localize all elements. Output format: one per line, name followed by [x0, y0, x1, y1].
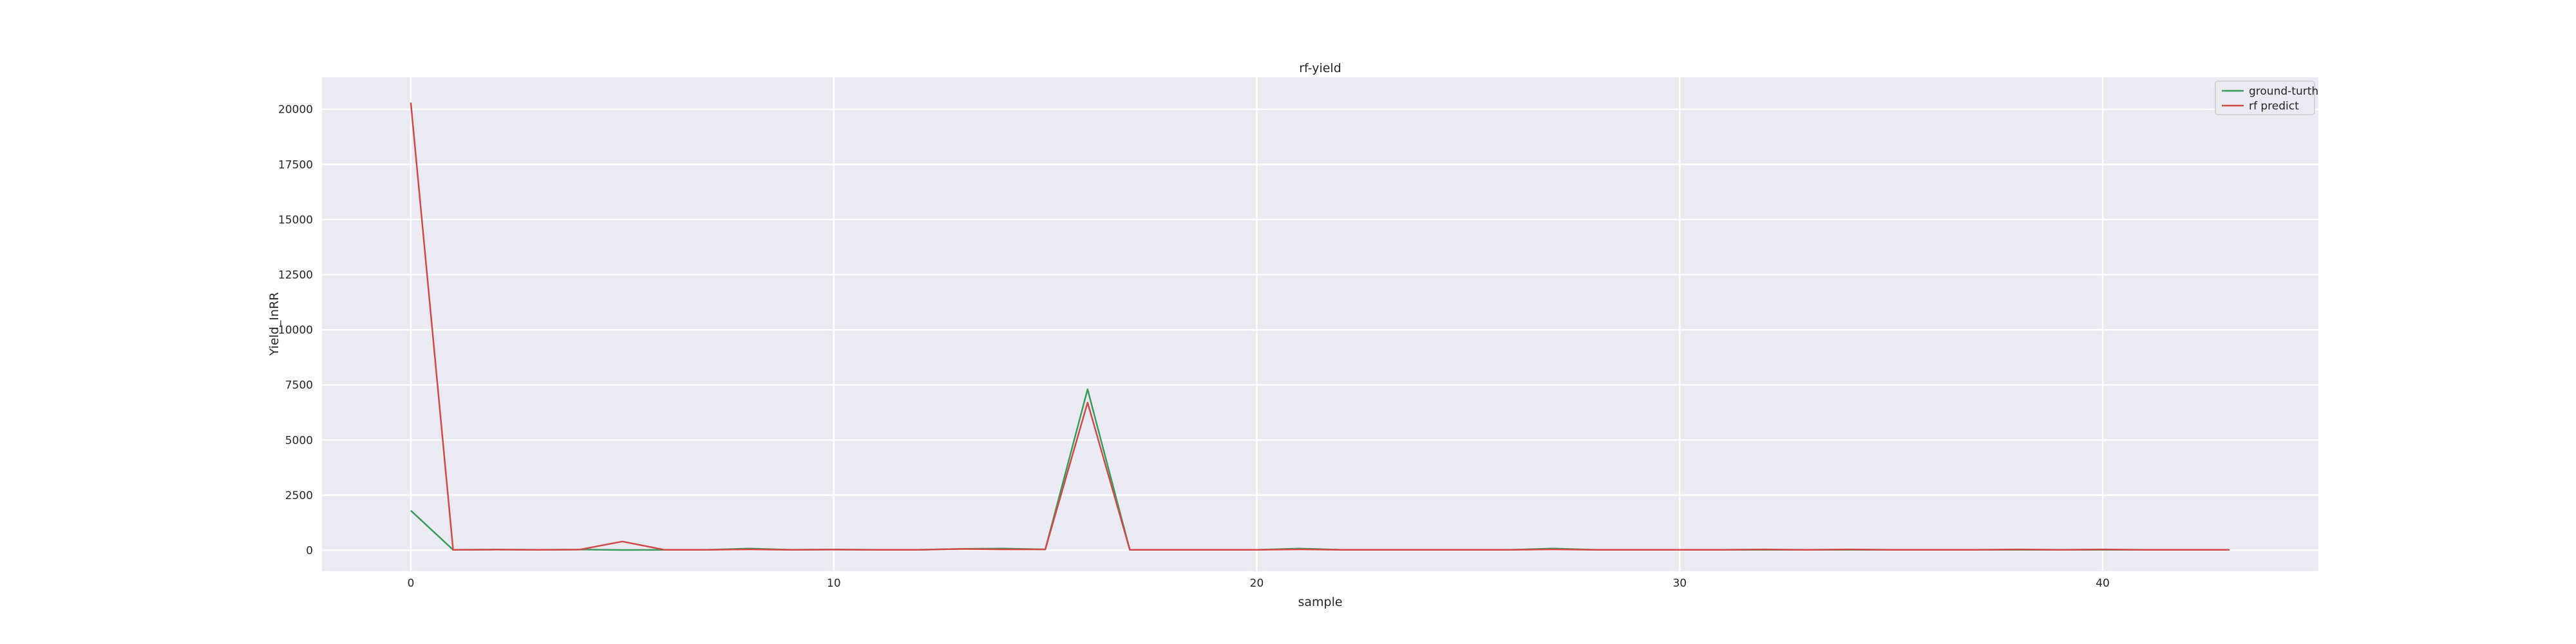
y-axis-label: Yield_InRR — [267, 292, 281, 357]
y-tick-label: 0 — [306, 544, 313, 557]
legend-label-rf-predict: rf predict — [2249, 100, 2299, 113]
x-tick-label: 20 — [1250, 577, 1264, 590]
chart-title: rf-yield — [1299, 61, 1341, 75]
series — [410, 102, 2230, 551]
y-tick-label: 10000 — [278, 324, 313, 337]
x-tick-label: 0 — [408, 577, 415, 590]
y-tick-label: 7500 — [285, 379, 313, 392]
series-line-rf-predict — [410, 102, 2230, 551]
y-tick-label: 2500 — [285, 489, 313, 502]
y-tick-label: 12500 — [278, 269, 313, 281]
y-tick-label: 17500 — [278, 158, 313, 171]
x-tick-label: 40 — [2096, 577, 2110, 590]
legend-label-ground-turth: ground-turth — [2249, 85, 2318, 98]
tick-labels: 0 10 20 30 40 0 2500 5000 7500 10000 12500 15000 175… — [278, 104, 2110, 590]
legend: ground-turth rf predict — [2215, 80, 2318, 115]
y-tick-label: 20000 — [278, 104, 313, 117]
x-tick-label: 10 — [827, 577, 841, 590]
plot-area — [322, 77, 2318, 571]
y-tick-label: 5000 — [285, 434, 313, 447]
y-tick-label: 15000 — [278, 214, 313, 227]
x-tick-label: 30 — [1672, 577, 1687, 590]
x-axis-label: sample — [1298, 595, 1342, 609]
